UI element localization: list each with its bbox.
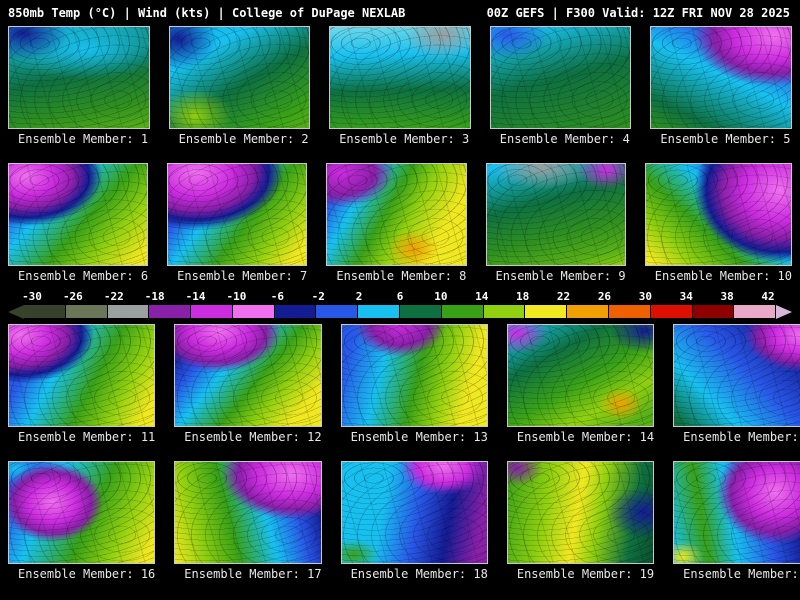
map-member-20[interactable] (673, 461, 800, 564)
member-caption: Ensemble Member: 16 (18, 567, 156, 581)
ensemble-panel: Ensemble Member: 13 (340, 324, 488, 445)
ensemble-panel: Ensemble Member: 10 (644, 163, 792, 284)
map-member-13[interactable] (340, 324, 488, 427)
member-caption: Ensemble Member: 7 (177, 269, 308, 283)
member-caption: Ensemble Member: 8 (336, 269, 467, 283)
colorbar-right-arrow (776, 304, 792, 319)
ensemble-row-3: Ensemble Member: 11 Ensemble Member: 12 … (0, 324, 800, 445)
ensemble-panel: Ensemble Member: 14 (506, 324, 655, 445)
ensemble-row-1: Ensemble Member: 1 Ensemble Member: 2 En… (0, 26, 800, 147)
ensemble-panel: Ensemble Member: 11 (8, 324, 156, 445)
member-caption: Ensemble Member: 4 (499, 132, 630, 146)
map-member-18[interactable] (340, 461, 488, 564)
member-caption: Ensemble Member: 1 (18, 132, 149, 146)
map-member-4[interactable] (489, 26, 632, 129)
ensemble-panel: Ensemble Member: 3 (329, 26, 471, 147)
member-caption: Ensemble Member: 19 (516, 567, 655, 581)
temperature-colorbar: -30 -26 -22 -18 -14 -10 -6 -2 2 6 10 14 18 22 26 30 34 38… (0, 290, 800, 319)
colorbar-tick-labels: -30 -26 -22 -18 -14 -10 -6 -2 2 6 10 14 18 22 26 30 34 38… (22, 290, 775, 303)
ensemble-panel: Ensemble Member: 4 (489, 26, 632, 147)
map-member-15[interactable] (673, 324, 800, 427)
colorbar-left-arrow (8, 304, 24, 319)
ensemble-panel: Ensemble Member: 6 (8, 163, 149, 284)
member-caption: Ensemble Member: 13 (350, 430, 488, 444)
map-member-12[interactable] (174, 324, 322, 427)
map-member-11[interactable] (8, 324, 156, 427)
member-caption: Ensemble Member: 18 (350, 567, 488, 581)
member-caption: Ensemble Member: 20 (683, 567, 800, 581)
member-caption: Ensemble Member: 9 (495, 269, 626, 283)
ensemble-row-4: Ensemble Member: 16 Ensemble Member: 17 … (0, 461, 800, 582)
colorbar-bar (8, 304, 792, 319)
product-title: 850mb Temp (°C) | Wind (kts) | College o… (8, 6, 406, 20)
map-member-10[interactable] (644, 163, 792, 266)
map-member-19[interactable] (506, 461, 655, 564)
run-valid-time: 00Z GEFS | F300 Valid: 12Z FRI NOV 28 20… (486, 6, 790, 20)
map-member-7[interactable] (167, 163, 308, 266)
map-member-8[interactable] (326, 163, 467, 266)
map-member-3[interactable] (329, 26, 471, 129)
map-member-16[interactable] (8, 461, 156, 564)
map-member-5[interactable] (650, 26, 792, 129)
member-caption: Ensemble Member: 17 (184, 567, 322, 581)
map-member-1[interactable] (8, 26, 150, 129)
ensemble-panel: Ensemble Member: 17 (174, 461, 322, 582)
map-member-2[interactable] (168, 26, 311, 129)
ensemble-panel: Ensemble Member: 12 (174, 324, 322, 445)
member-caption: Ensemble Member: 15 (683, 430, 800, 444)
ensemble-panel: Ensemble Member: 5 (650, 26, 792, 147)
map-member-6[interactable] (8, 163, 149, 266)
ensemble-panel: Ensemble Member: 8 (326, 163, 467, 284)
ensemble-panel: Ensemble Member: 2 (168, 26, 311, 147)
map-member-17[interactable] (174, 461, 322, 564)
member-caption: Ensemble Member: 14 (516, 430, 655, 444)
member-caption: Ensemble Member: 11 (18, 430, 156, 444)
ensemble-panel: Ensemble Member: 7 (167, 163, 308, 284)
header: 850mb Temp (°C) | Wind (kts) | College o… (0, 0, 800, 22)
ensemble-row-2: Ensemble Member: 6 Ensemble Member: 7 En… (0, 163, 800, 284)
member-caption: Ensemble Member: 6 (18, 269, 149, 283)
member-caption: Ensemble Member: 2 (178, 132, 309, 146)
ensemble-panel: Ensemble Member: 9 (485, 163, 626, 284)
colorbar-segments (24, 304, 777, 319)
member-caption: Ensemble Member: 10 (654, 269, 792, 283)
ensemble-panel: Ensemble Member: 15 (673, 324, 800, 445)
member-caption: Ensemble Member: 5 (660, 132, 791, 146)
ensemble-panel: Ensemble Member: 16 (8, 461, 156, 582)
ensemble-panel: Ensemble Member: 18 (340, 461, 488, 582)
ensemble-panel: Ensemble Member: 1 (8, 26, 150, 147)
member-caption: Ensemble Member: 3 (339, 132, 470, 146)
member-caption: Ensemble Member: 12 (184, 430, 322, 444)
map-member-9[interactable] (485, 163, 626, 266)
ensemble-panel: Ensemble Member: 19 (506, 461, 655, 582)
map-member-14[interactable] (506, 324, 655, 427)
ensemble-panel: Ensemble Member: 20 (673, 461, 800, 582)
